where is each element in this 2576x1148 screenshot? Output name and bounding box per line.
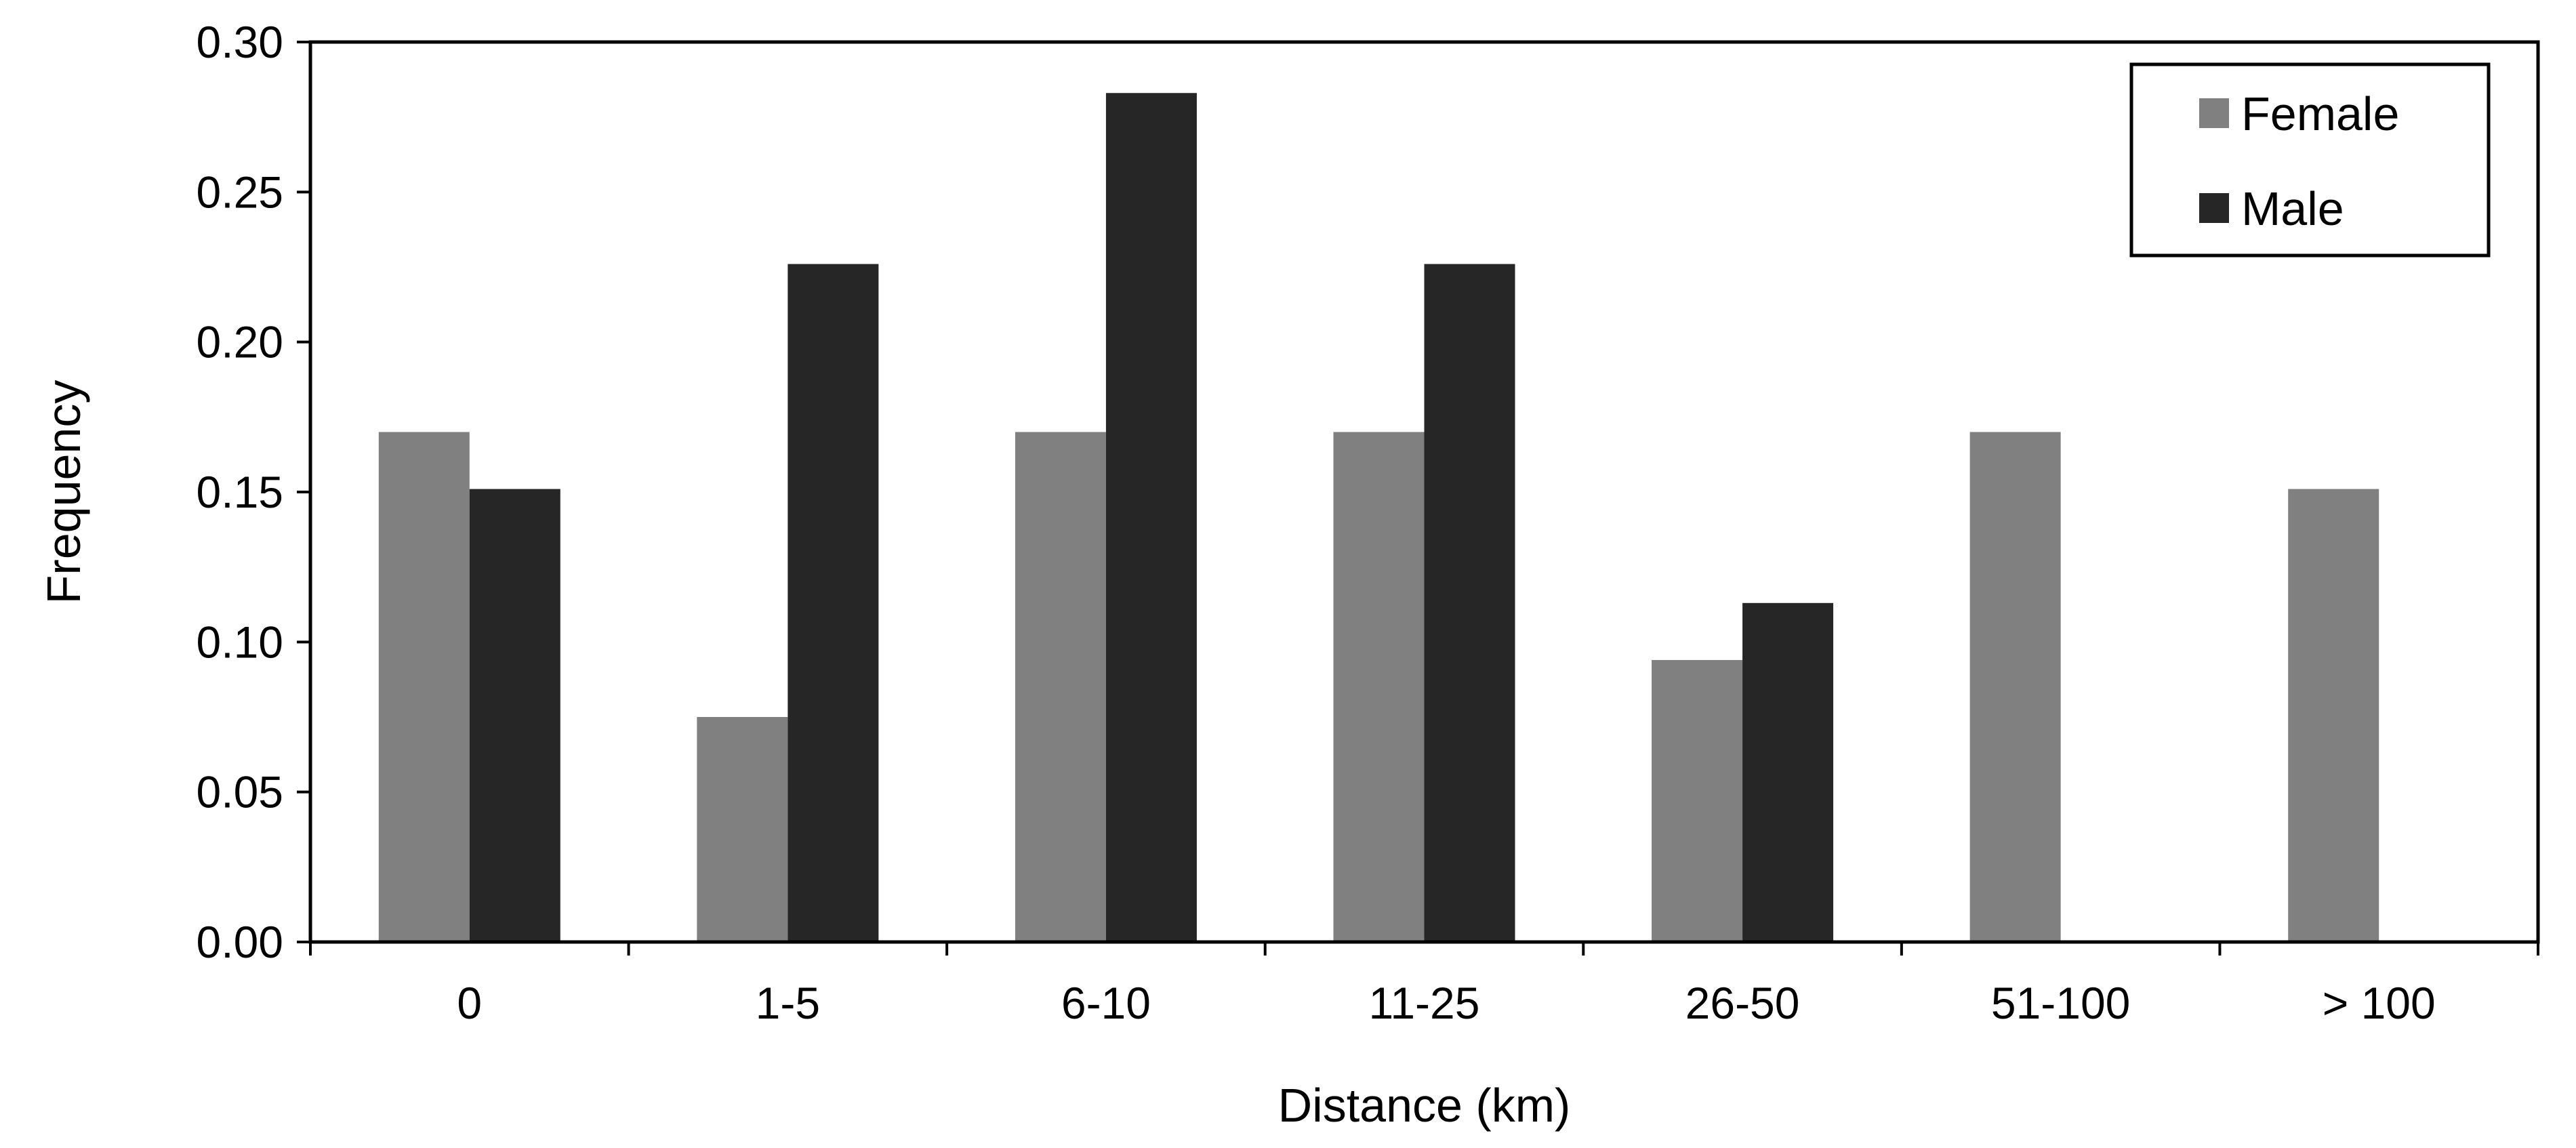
y-tick-label: 0.25 [197, 167, 283, 217]
bar-female-0 [378, 432, 470, 942]
y-tick-label: 0.10 [197, 617, 283, 667]
bars-layer [378, 93, 2379, 943]
legend-swatch-male [2199, 193, 2229, 223]
legend: Female Male [2129, 62, 2491, 258]
bar-female-5 [1969, 432, 2061, 942]
x-tick-label: > 100 [2323, 978, 2436, 1028]
x-tick-label: 1-5 [756, 978, 820, 1028]
y-tick-label: 0.05 [197, 767, 283, 817]
legend-label-male: Male [2241, 182, 2344, 235]
bar-female-4 [1652, 659, 1743, 942]
bar-female-1 [697, 717, 788, 942]
x-tick-label: 26-50 [1685, 978, 1800, 1028]
y-tick-label: 0.20 [197, 317, 283, 367]
bar-male-1 [788, 264, 879, 942]
x-tick-label: 6-10 [1061, 978, 1151, 1028]
bar-male-4 [1742, 602, 1834, 942]
legend-box [2129, 62, 2491, 258]
legend-swatch-female [2199, 98, 2229, 128]
x-tick-label: 0 [457, 978, 482, 1028]
x-tick-label: 51-100 [1991, 978, 2131, 1028]
bar-male-3 [1424, 264, 1515, 942]
x-tick-label: 11-25 [1369, 978, 1480, 1028]
bar-male-2 [1105, 93, 1197, 943]
y-tick-label: 0.15 [197, 467, 283, 517]
bar-female-2 [1015, 432, 1106, 942]
axes-layer: 0.00 0.05 0.10 0.15 0.20 0.25 0.30 0 1-5 6-10 11-2… [197, 17, 2539, 1028]
y-axis-title: Frequency [37, 380, 90, 604]
legend-label-female: Female [2241, 87, 2399, 140]
y-tick-label: 0.00 [197, 917, 283, 967]
bar-female-3 [1333, 432, 1425, 942]
x-axis-title: Distance (km) [1278, 1079, 1571, 1132]
bar-male-0 [469, 489, 560, 942]
bar-female-6 [2288, 489, 2379, 942]
y-tick-label: 0.30 [197, 17, 283, 67]
